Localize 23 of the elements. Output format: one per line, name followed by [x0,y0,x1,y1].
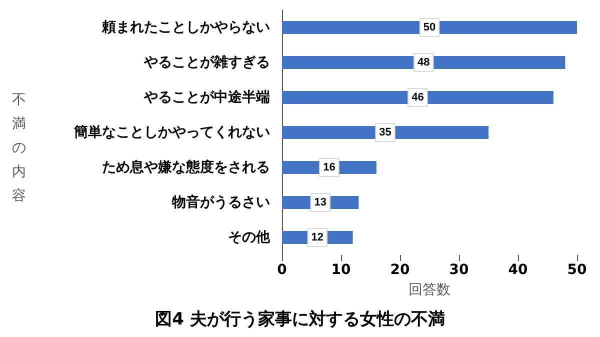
x-tick-label: 40 [508,262,528,278]
x-axis-title: 回答数 [408,282,450,298]
x-tick-label: 50 [567,262,587,278]
x-tick-label: 0 [277,262,288,278]
y-tick-label: 頼まれたことしかやらない [101,20,270,36]
data-label: 13 [314,196,326,208]
y-tick-label: ため息や嫌な態度をされる [102,158,270,176]
data-label: 50 [423,22,436,34]
y-tick-label: 簡単なことしかやってくれない [73,124,270,140]
data-label: 48 [417,56,430,68]
y-axis-title: 不満の内容 [12,91,27,206]
y-tick-label: 物音がうるさい [171,194,270,210]
data-label: 12 [311,232,324,244]
text: 図4 夫が行う家事に対する女性の不満 [155,310,445,330]
y-tick-label: やることが中途半端 [143,90,270,106]
y-tick-label: その他 [228,230,271,246]
y-tick-label: やることが雑すぎる [143,54,270,70]
data-label: 16 [323,162,336,174]
x-tick-label: 30 [449,262,469,278]
data-label: 35 [379,126,392,138]
data-label: 46 [412,92,424,104]
x-tick-label: 10 [331,262,351,278]
x-tick-label: 20 [390,262,410,278]
